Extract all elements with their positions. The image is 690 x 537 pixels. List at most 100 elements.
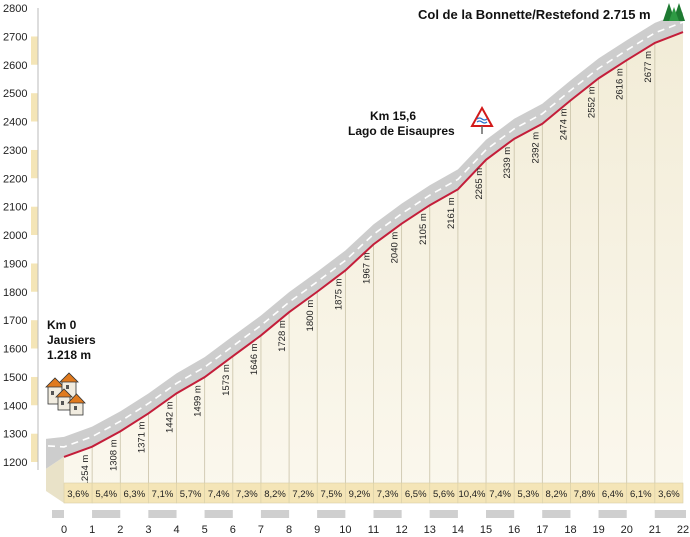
x-tick-label: 15 — [480, 524, 492, 536]
x-tick-label: 17 — [536, 524, 548, 536]
gradient-label: 6,1% — [630, 489, 652, 500]
x-axis-segment — [64, 510, 93, 518]
profile-side-face — [46, 456, 64, 503]
x-tick-label: 0 — [61, 524, 67, 536]
elevation-label: 1254 m — [80, 455, 91, 487]
x-axis-segment — [654, 510, 683, 518]
elevation-label: 2265 m — [474, 168, 485, 200]
y-band — [31, 149, 38, 179]
lake-warning-icon — [470, 105, 494, 134]
gradient-label: 9,2% — [349, 489, 371, 500]
gradient-label: 8,2% — [546, 489, 568, 500]
gradient-label: 7,4% — [489, 489, 511, 500]
y-band — [31, 8, 38, 37]
gradient-label: 5,7% — [180, 489, 202, 500]
gradient-label: 3,6% — [658, 489, 680, 500]
gradient-label: 7,1% — [152, 489, 174, 500]
x-tick-label: 16 — [508, 524, 520, 536]
x-tick-label: 2 — [117, 524, 123, 536]
elevation-label: 2105 m — [418, 213, 429, 245]
y-tick-label: 2100 — [3, 202, 27, 214]
x-axis-segment — [486, 510, 515, 518]
gradient-label: 5,6% — [433, 489, 455, 500]
gradient-label: 7,3% — [236, 489, 258, 500]
elevation-label: 1499 m — [193, 385, 204, 417]
elevation-label: 1371 m — [136, 421, 147, 453]
elevation-label: 1573 m — [221, 364, 232, 396]
gradient-label: 7,4% — [208, 489, 230, 500]
village-icon — [45, 372, 86, 416]
x-axis-segment — [92, 510, 121, 518]
x-axis-segment — [542, 510, 571, 518]
gradient-label: 3,6% — [67, 489, 89, 500]
x-axis-segment — [120, 510, 149, 518]
gradient-label: 5,4% — [95, 489, 117, 500]
start-km-label: Km 0 — [47, 318, 77, 332]
y-tick-label: 1700 — [3, 315, 27, 327]
y-axis-bands — [31, 8, 39, 470]
y-band — [31, 93, 38, 122]
gradient-label: 6,3% — [124, 489, 146, 500]
y-band — [31, 263, 38, 292]
elevation-label: 2339 m — [502, 147, 513, 179]
x-tick-label: 12 — [396, 524, 408, 536]
summit-label: Col de la Bonnette/Restefond 2.715 m — [418, 7, 651, 22]
x-axis-segment — [204, 510, 233, 518]
y-band — [31, 320, 38, 349]
start-annotation: Km 0 Jausiers 1.218 m — [47, 318, 96, 362]
x-axis-segment — [289, 510, 318, 518]
x-tick-label: 7 — [258, 524, 264, 536]
x-tick-label: 14 — [452, 524, 464, 536]
road-surface — [46, 12, 683, 469]
x-axis-segment — [260, 510, 290, 518]
x-tick-label: 4 — [173, 524, 179, 536]
mid-place-label: Lago de Eisaupres — [348, 124, 455, 138]
x-axis-segment — [598, 510, 627, 518]
elevation-label: 2552 m — [587, 86, 598, 118]
x-axis-segment — [345, 510, 374, 518]
y-band — [31, 178, 38, 207]
x-tick-label: 18 — [564, 524, 576, 536]
x-tick-label: 21 — [649, 524, 661, 536]
y-tick-label: 2500 — [3, 88, 27, 100]
x-axis-segment — [148, 510, 177, 518]
y-tick-label: 1600 — [3, 344, 27, 356]
gradient-label: 5,3% — [517, 489, 539, 500]
x-axis-segment — [570, 510, 599, 518]
elevation-label: 2616 m — [615, 68, 626, 100]
y-axis-ticks: 1200 1300 1400 1500 1600 1700 1800 1900 2000 2100… — [3, 3, 27, 469]
y-tick-label: 1800 — [3, 287, 27, 299]
y-tick-label: 2600 — [3, 60, 27, 72]
road-band — [46, 12, 684, 503]
y-band — [31, 206, 38, 235]
elevation-label: 1967 m — [362, 252, 373, 284]
gradient-label: 8,2% — [264, 489, 286, 500]
x-axis-segment — [373, 510, 402, 518]
y-tick-label: 2300 — [3, 145, 27, 157]
x-axis-segment — [401, 510, 430, 518]
y-tick-label: 2200 — [3, 173, 27, 185]
y-band — [31, 376, 38, 406]
start-alt-label: 1.218 m — [47, 348, 91, 362]
mid-annotation: Km 15,6 Lago de Eisaupres — [348, 109, 455, 138]
y-tick-label: 1300 — [3, 429, 27, 441]
gradient-cell — [654, 482, 684, 504]
elevation-label: 1875 m — [333, 278, 344, 310]
x-axis-segment — [514, 510, 543, 518]
y-band — [31, 433, 38, 462]
x-tick-label: 13 — [424, 524, 436, 536]
elevation-label: 2040 m — [390, 232, 401, 264]
x-tick-label: 9 — [314, 524, 320, 536]
elevation-labels: 1254 m 1308 m 1371 m 1442 m 1499 m 1573 m 1646… — [80, 51, 654, 487]
y-tick-label: 1400 — [3, 400, 27, 412]
gradient-label: 7,5% — [320, 489, 342, 500]
y-tick-label: 2700 — [3, 31, 27, 43]
x-axis-segment — [457, 510, 487, 518]
x-tick-label: 6 — [230, 524, 236, 536]
x-axis-segment — [317, 510, 346, 518]
km-grid-lines — [91, 42, 656, 503]
x-tick-label: 11 — [368, 524, 379, 536]
start-place-label: Jausiers — [47, 333, 96, 347]
summit-trees-icon — [663, 3, 685, 21]
profile-line — [63, 31, 684, 458]
